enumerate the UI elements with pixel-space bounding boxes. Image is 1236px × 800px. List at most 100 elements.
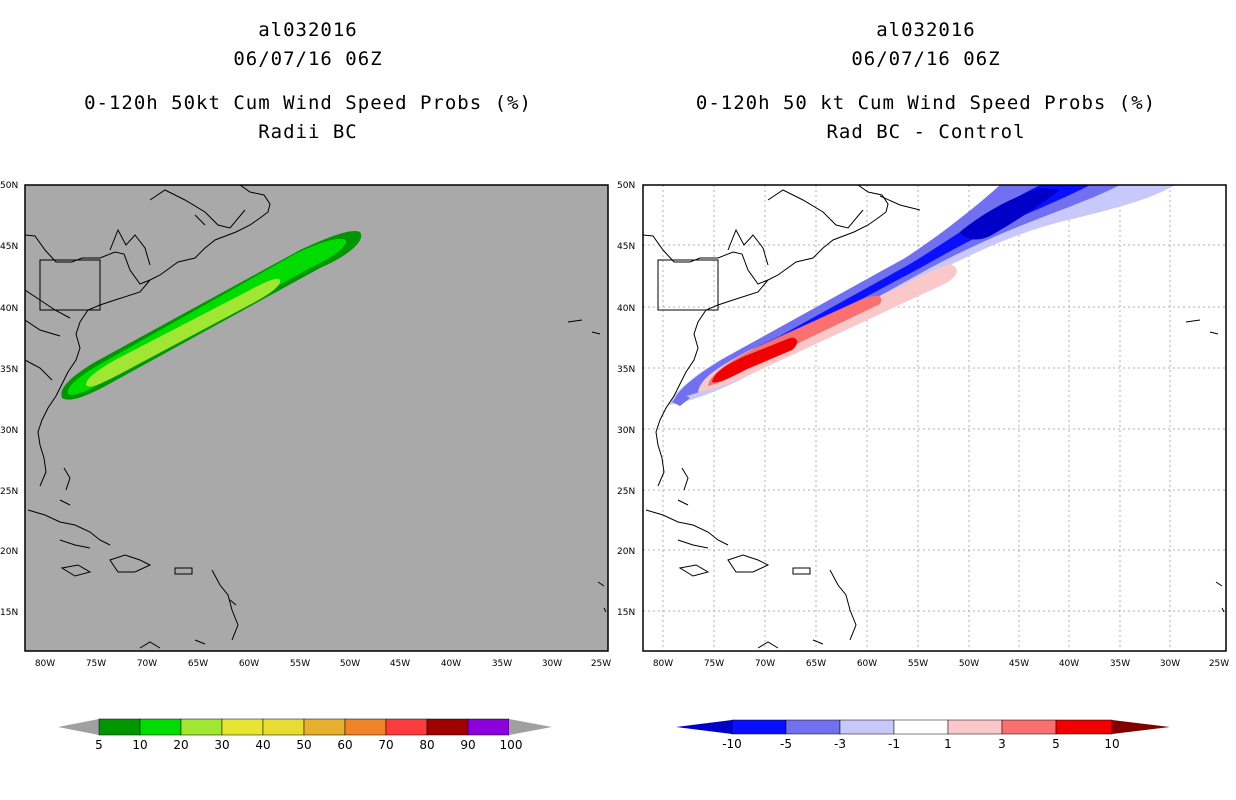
- lat-label: 40N: [617, 304, 635, 314]
- cbar-swatch: [947, 719, 1003, 735]
- left-map-frame: [24, 184, 609, 652]
- cbar-swatch: [385, 718, 428, 736]
- cbar-swatch: [221, 718, 264, 736]
- cbar-label: 40: [255, 738, 270, 752]
- cbar-label: 60: [337, 738, 352, 752]
- cbar-label: -3: [834, 737, 846, 751]
- cbar-label: 50: [296, 738, 311, 752]
- lon-label: 70W: [137, 659, 157, 669]
- left-title-block: al032016 06/07/16 06Z 0-120h 50kt Cum Wi…: [28, 16, 588, 147]
- lon-label: 25W: [1209, 659, 1229, 669]
- lon-label: 70W: [755, 659, 775, 669]
- lon-label: 40W: [441, 659, 461, 669]
- cbar-swatch: [467, 718, 510, 736]
- lat-label: 45N: [617, 242, 635, 252]
- cbar-label: 80: [419, 738, 434, 752]
- cbar-label: 70: [378, 738, 393, 752]
- left-datetime: 06/07/16 06Z: [233, 48, 383, 70]
- cbar-left-arrow: [58, 719, 99, 735]
- lon-label: 30W: [542, 659, 562, 669]
- left-map-title: 0-120h 50kt Cum Wind Speed Probs (%): [84, 92, 532, 114]
- lat-label: 25N: [617, 487, 635, 497]
- lon-label: 75W: [704, 659, 724, 669]
- cbar-swatch: [262, 718, 305, 736]
- cbar-label: 30: [214, 738, 229, 752]
- cbar-label: 20: [173, 738, 188, 752]
- left-lat-labels: 50N 45N 40N 35N 30N 25N 20N 15N: [0, 181, 18, 618]
- right-map: [642, 184, 1227, 652]
- right-coastlines: [643, 185, 1225, 649]
- lat-label: 15N: [0, 608, 18, 618]
- cbar-swatch: [839, 719, 895, 735]
- diff-swath-neg-darkest: [960, 188, 1060, 240]
- left-map-subtitle: Radii BC: [258, 121, 358, 143]
- right-lat-labels: 50N 45N 40N 35N 30N 25N 20N 15N: [617, 181, 635, 618]
- right-title-block: al032016 06/07/16 06Z 0-120h 50 kt Cum W…: [646, 16, 1206, 147]
- right-map-subtitle: Rad BC - Control: [826, 121, 1026, 143]
- cbar-swatch: [1055, 719, 1113, 735]
- lat-label: 35N: [0, 365, 18, 375]
- lat-label: 30N: [0, 426, 18, 436]
- lon-label: 65W: [188, 659, 208, 669]
- lon-label: 75W: [86, 659, 106, 669]
- lon-label: 50W: [959, 659, 979, 669]
- cbar-label: 5: [1052, 737, 1060, 751]
- cbar-swatch: [303, 718, 346, 736]
- right-map-frame: [642, 184, 1227, 652]
- cbar-label: -5: [780, 737, 792, 751]
- cbar-swatch: [344, 718, 387, 736]
- left-map: [24, 184, 609, 652]
- lat-label: 50N: [617, 181, 635, 191]
- diff-swath-pos-dark: [712, 337, 798, 383]
- lon-label: 50W: [340, 659, 360, 669]
- right-storm-id: al032016: [876, 19, 976, 41]
- lon-label: 35W: [1110, 659, 1130, 669]
- lat-label: 20N: [617, 547, 635, 557]
- lon-label: 45W: [1009, 659, 1029, 669]
- lon-label: 60W: [857, 659, 877, 669]
- lat-label: 30N: [617, 426, 635, 436]
- right-colorbar-labels: -10 -5 -3 -1 1 3 5 10: [722, 737, 1119, 751]
- right-colorbar: [676, 719, 1170, 735]
- left-storm-id: al032016: [258, 19, 358, 41]
- right-map-title: 0-120h 50 kt Cum Wind Speed Probs (%): [695, 92, 1157, 114]
- cbar-label: 5: [95, 738, 103, 752]
- cbar-label: -10: [722, 737, 742, 751]
- cbar-swatch: [98, 718, 141, 736]
- lon-label: 35W: [492, 659, 512, 669]
- cbar-swatch: [893, 719, 949, 735]
- lon-label: 65W: [806, 659, 826, 669]
- right-lon-labels: 80W 75W 70W 65W 60W 55W 50W 45W 40W 35W …: [653, 659, 1229, 669]
- left-colorbar: [58, 718, 552, 736]
- right-datetime: 06/07/16 06Z: [851, 48, 1001, 70]
- lon-label: 55W: [290, 659, 310, 669]
- cbar-label: 10: [1104, 737, 1119, 751]
- cbar-label: 10: [132, 738, 147, 752]
- lon-label: 80W: [35, 659, 55, 669]
- lat-label: 40N: [0, 304, 18, 314]
- cbar-swatch: [139, 718, 182, 736]
- lon-label: 25W: [591, 659, 611, 669]
- lat-label: 25N: [0, 487, 18, 497]
- lon-label: 60W: [239, 659, 259, 669]
- lon-label: 40W: [1059, 659, 1079, 669]
- lat-label: 15N: [617, 608, 635, 618]
- cbar-swatch: [731, 719, 787, 735]
- cbar-right-arrow: [1112, 720, 1170, 734]
- cbar-label: -1: [888, 737, 900, 751]
- lon-label: 80W: [653, 659, 673, 669]
- diff-swath-neg-tail: [672, 392, 690, 406]
- left-lon-labels: 80W 75W 70W 65W 60W 55W 50W 45W 40W 35W …: [35, 659, 611, 669]
- cbar-label: 90: [460, 738, 475, 752]
- cbar-label: 3: [998, 737, 1006, 751]
- cbar-label: 100: [500, 738, 523, 752]
- cbar-swatch: [785, 719, 841, 735]
- lat-label: 20N: [0, 547, 18, 557]
- lon-label: 30W: [1160, 659, 1180, 669]
- lat-label: 35N: [617, 365, 635, 375]
- prob-swath-20pct: [86, 278, 281, 387]
- cbar-swatch: [180, 718, 223, 736]
- left-colorbar-labels: 5 10 20 30 40 50 60 70 80 90 100: [95, 738, 522, 752]
- cbar-swatch: [1001, 719, 1057, 735]
